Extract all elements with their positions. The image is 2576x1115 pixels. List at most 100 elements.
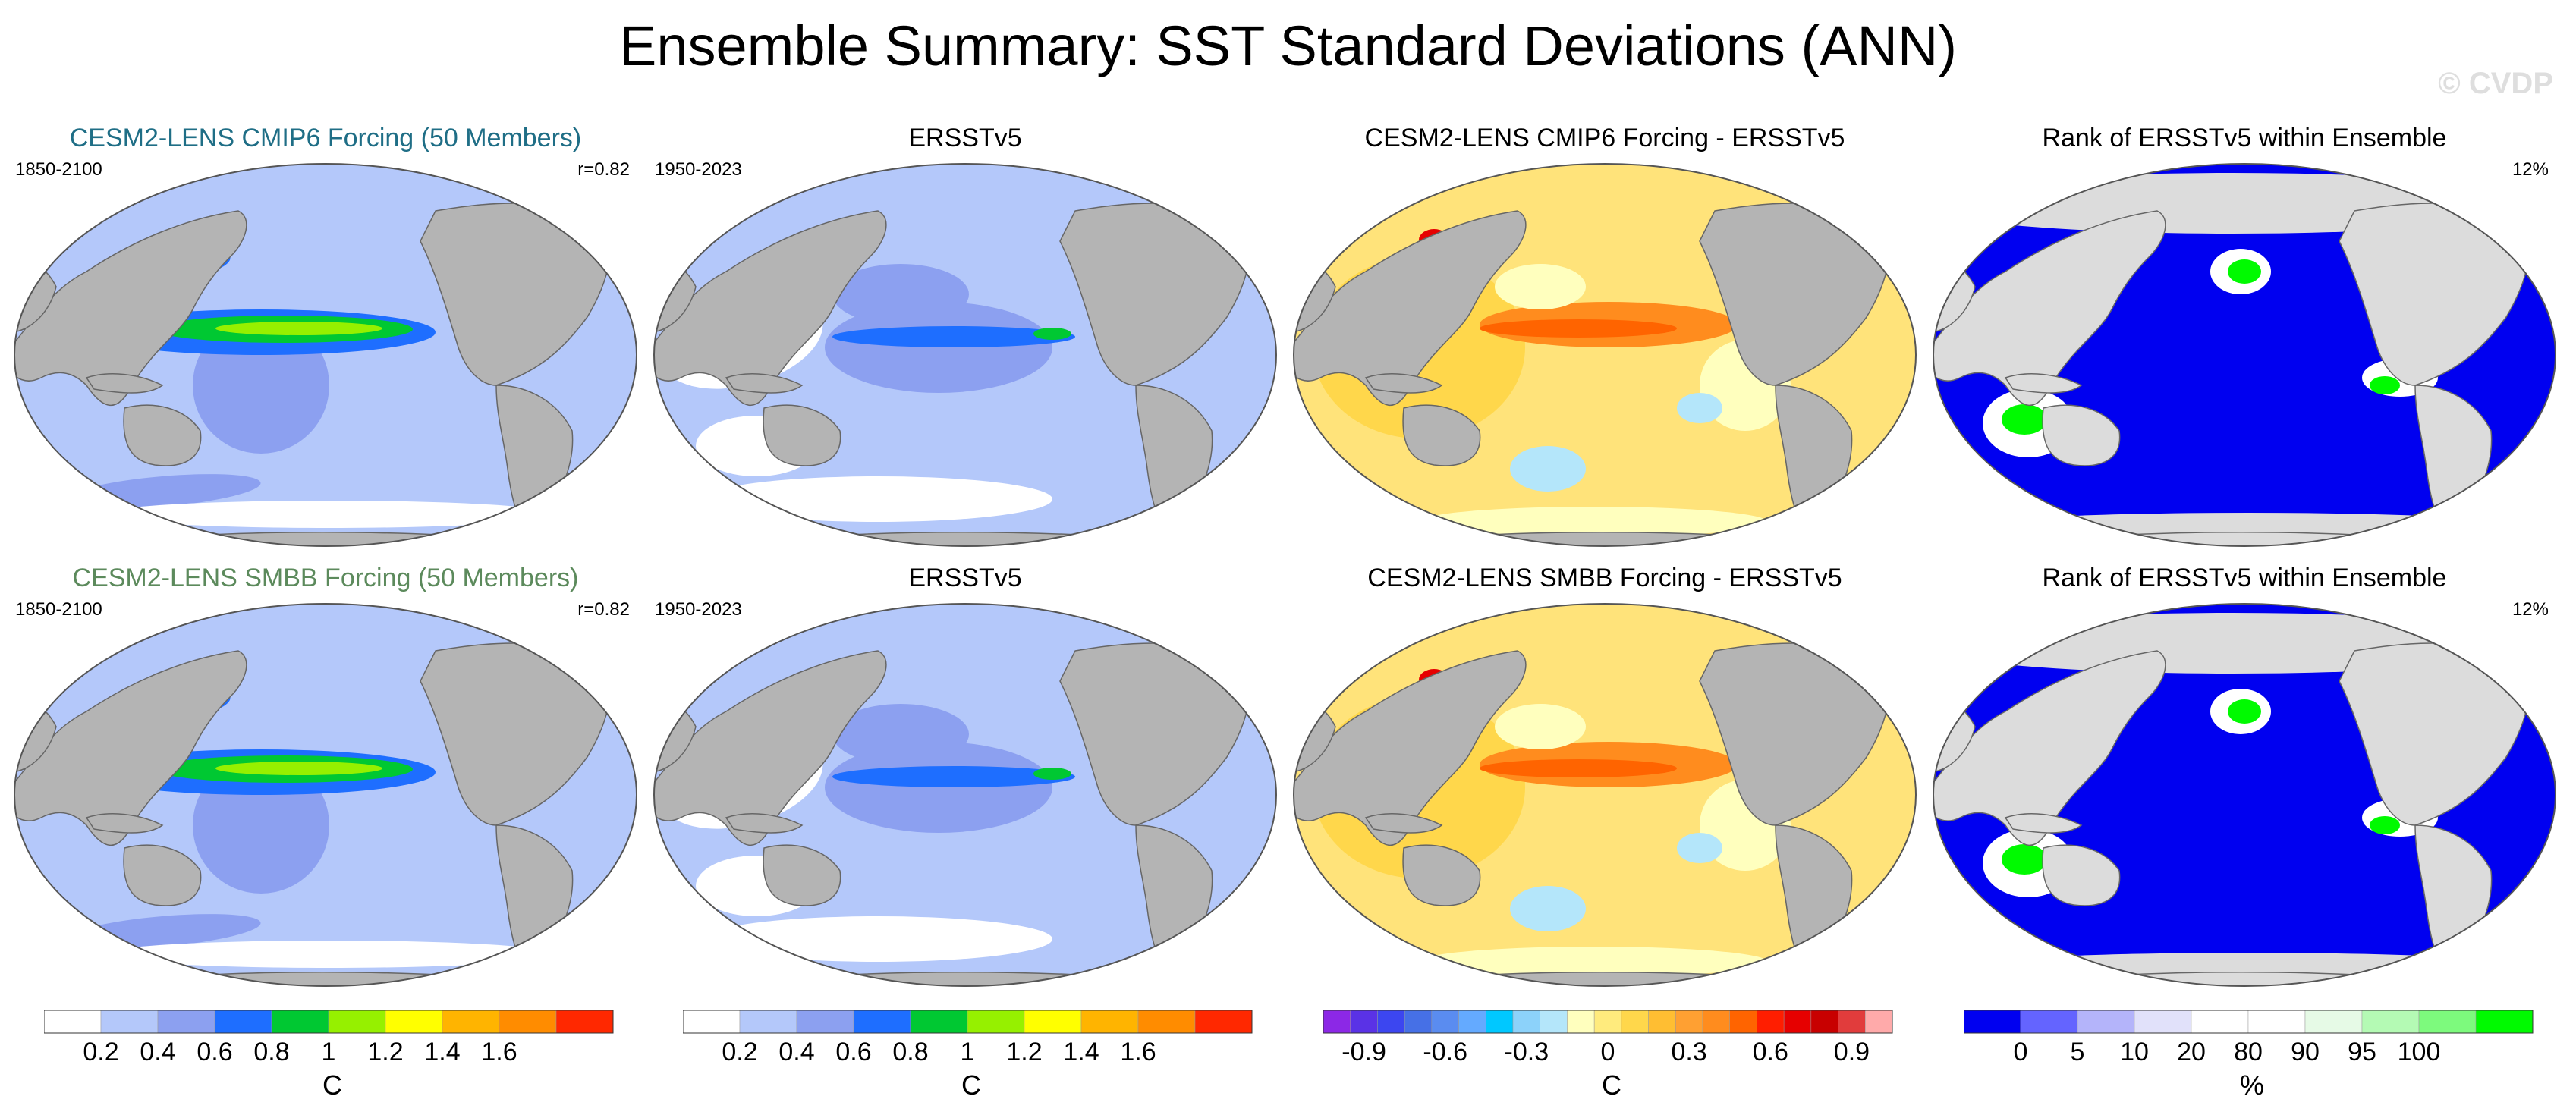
colorbar-tick-label: 0.3 bbox=[1672, 1038, 1707, 1066]
colorbar-swatch bbox=[442, 1010, 500, 1034]
colorbar-swatch bbox=[1512, 1010, 1540, 1034]
colorbar-swatch bbox=[1404, 1010, 1433, 1034]
world-map-sd_model bbox=[13, 163, 638, 547]
colorbar-swatch bbox=[555, 1010, 614, 1034]
colorbar-swatch bbox=[1593, 1010, 1622, 1034]
map-panel: CESM2-LENS CMIP6 Forcing - ERSSTv5 bbox=[1290, 123, 1920, 555]
colorbar-swatches: -0.9 -0.6 -0.3 0 0.3 0.6 0.9 bbox=[1323, 1010, 1893, 1066]
land-asia bbox=[1294, 210, 1527, 407]
colorbar-swatch bbox=[1702, 1010, 1730, 1034]
colorbar-swatch bbox=[1323, 1010, 1351, 1034]
colorbar-tick-label: 1.2 bbox=[1006, 1038, 1042, 1066]
land-australia bbox=[2042, 404, 2121, 466]
world-map-sd_model bbox=[13, 603, 638, 987]
colorbar-swatch bbox=[1458, 1010, 1486, 1034]
colorbar-swatch bbox=[1377, 1010, 1405, 1034]
colorbar-unit-label: C bbox=[322, 1069, 342, 1101]
colorbar-tick-label: 1 bbox=[322, 1038, 336, 1066]
land-australia bbox=[123, 844, 202, 906]
land-australia bbox=[123, 404, 202, 466]
world-map-diff bbox=[1292, 603, 1917, 987]
colorbar: 0 5 10 20 80 90 95 100% bbox=[1963, 1007, 2540, 1101]
land-australia bbox=[1402, 404, 1481, 466]
colorbar-tick-label: 0 bbox=[1601, 1038, 1615, 1066]
colorbar-swatch bbox=[1137, 1010, 1196, 1034]
colorbar-tick-label: 1.6 bbox=[1120, 1038, 1156, 1066]
colorbar-swatch bbox=[1963, 1010, 2021, 1034]
map-panel: CESM2-LENS CMIP6 Forcing (50 Members) 185… bbox=[11, 123, 640, 555]
panel-title: CESM2-LENS CMIP6 Forcing (50 Members) bbox=[69, 124, 582, 152]
colorbar-tick-label: -0.3 bbox=[1505, 1038, 1549, 1066]
colorbar-tick-label: 1 bbox=[961, 1038, 975, 1066]
world-map-diff bbox=[1292, 163, 1917, 547]
colorbar-unit-label: % bbox=[2239, 1069, 2264, 1101]
land-asia bbox=[1933, 210, 2166, 407]
colorbar-swatch bbox=[100, 1010, 159, 1034]
colorbar-swatch bbox=[157, 1010, 215, 1034]
colorbar-tick-label: 0.6 bbox=[197, 1038, 232, 1066]
colorbar-swatch bbox=[2077, 1010, 2135, 1034]
colorbar-swatches: 0 5 10 20 80 90 95 100 bbox=[1963, 1010, 2534, 1066]
colorbar-swatch bbox=[2361, 1010, 2420, 1034]
colorbar-swatch bbox=[1350, 1010, 1378, 1034]
colorbar-tick-label: 0.4 bbox=[140, 1038, 175, 1066]
land-asia bbox=[1933, 650, 2166, 846]
panel-title: CESM2-LENS SMBB Forcing (50 Members) bbox=[72, 564, 579, 592]
panel-title: ERSSTv5 bbox=[908, 124, 1022, 152]
map-panel: Rank of ERSSTv5 within Ensemble 12% bbox=[1930, 123, 2559, 555]
land-indonesia bbox=[2004, 813, 2083, 834]
land-australia bbox=[2042, 844, 2121, 906]
colorbar-tick-label: 0.6 bbox=[835, 1038, 871, 1066]
map-panel: Rank of ERSSTv5 within Ensemble 12% bbox=[1930, 563, 2559, 995]
panel-title: Rank of ERSSTv5 within Ensemble bbox=[2042, 564, 2447, 592]
colorbar-tick-label: 0.6 bbox=[1753, 1038, 1788, 1066]
colorbar-swatch bbox=[385, 1010, 443, 1034]
map-panel: ERSSTv5 1950-2023 bbox=[650, 123, 1280, 555]
colorbar-tick-label: 10 bbox=[2120, 1038, 2149, 1066]
colorbar-tick-label: -0.6 bbox=[1423, 1038, 1467, 1066]
colorbar-swatch bbox=[1810, 1010, 1838, 1034]
colorbar-tick-label: 95 bbox=[2348, 1038, 2376, 1066]
colorbar-tick-label: 1.4 bbox=[1063, 1038, 1099, 1066]
period-label: 1850-2100 bbox=[15, 159, 102, 180]
colorbar-tick-label: 0.8 bbox=[253, 1038, 289, 1066]
panel-title: CESM2-LENS CMIP6 Forcing - ERSSTv5 bbox=[1364, 124, 1845, 152]
colorbar-swatch bbox=[739, 1010, 797, 1034]
panel-title: CESM2-LENS SMBB Forcing - ERSSTv5 bbox=[1367, 564, 1842, 592]
colorbar-swatch bbox=[2304, 1010, 2363, 1034]
colorbar-swatch bbox=[1024, 1010, 1082, 1034]
land-asia bbox=[14, 650, 247, 846]
land-australia bbox=[1402, 844, 1481, 906]
land-indonesia bbox=[725, 373, 804, 394]
colorbar-swatch bbox=[1648, 1010, 1676, 1034]
colorbar-swatch bbox=[1757, 1010, 1785, 1034]
land-indonesia bbox=[1364, 813, 1443, 834]
world-map-sd_obs bbox=[653, 163, 1278, 547]
colorbar-swatch bbox=[328, 1010, 386, 1034]
world-map-rank bbox=[1932, 603, 2557, 987]
colorbar-swatches: 0.2 0.4 0.6 0.8 1 1.2 1.4 1.6 bbox=[43, 1010, 614, 1066]
map-panel: CESM2-LENS SMBB Forcing (50 Members) 1850… bbox=[11, 563, 640, 995]
colorbar-swatch bbox=[1431, 1010, 1459, 1034]
colorbar-swatches: 0.2 0.4 0.6 0.8 1 1.2 1.4 1.6 bbox=[682, 1010, 1253, 1066]
period-label: 1950-2023 bbox=[655, 159, 742, 180]
colorbar-swatch bbox=[1486, 1010, 1514, 1034]
page-title: Ensemble Summary: SST Standard Deviation… bbox=[619, 14, 1957, 77]
colorbar-swatch bbox=[796, 1010, 854, 1034]
colorbar-tick-label: 1.6 bbox=[481, 1038, 517, 1066]
land-indonesia bbox=[1364, 373, 1443, 394]
map-panel: ERSSTv5 1950-2023 bbox=[650, 563, 1280, 995]
land-asia bbox=[1294, 650, 1527, 846]
stat-label: r=0.82 bbox=[577, 599, 630, 620]
colorbar-swatch bbox=[271, 1010, 329, 1034]
colorbar-swatch bbox=[214, 1010, 272, 1034]
colorbar-swatch bbox=[682, 1010, 741, 1034]
colorbar-swatch bbox=[1567, 1010, 1595, 1034]
colorbar-swatch bbox=[1621, 1010, 1649, 1034]
colorbar-tick-label: 0 bbox=[2014, 1038, 2028, 1066]
colorbar-tick-label: 80 bbox=[2234, 1038, 2263, 1066]
panel-title: Rank of ERSSTv5 within Ensemble bbox=[2042, 124, 2447, 152]
colorbar-swatch bbox=[499, 1010, 557, 1034]
colorbar-unit-label: C bbox=[961, 1069, 981, 1101]
colorbar-tick-label: 0.2 bbox=[722, 1038, 757, 1066]
